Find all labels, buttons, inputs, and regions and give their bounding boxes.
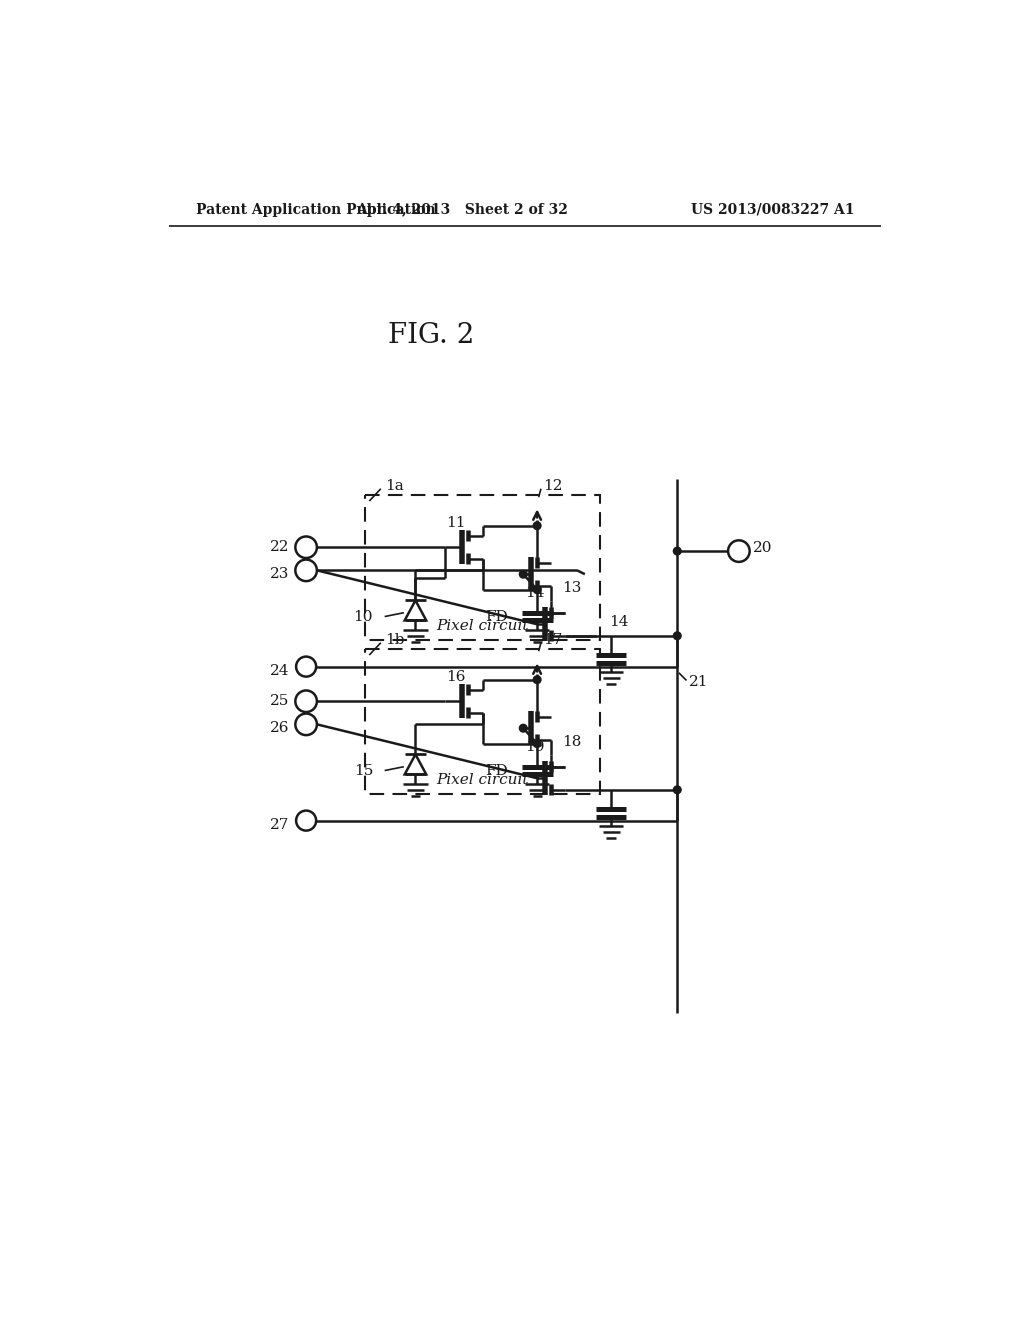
Circle shape — [534, 521, 541, 529]
Text: 11: 11 — [445, 516, 465, 529]
Text: Apr. 4, 2013   Sheet 2 of 32: Apr. 4, 2013 Sheet 2 of 32 — [355, 203, 567, 216]
Text: 14: 14 — [609, 615, 629, 628]
Text: 26: 26 — [269, 721, 289, 735]
Circle shape — [674, 548, 681, 554]
Text: 1b: 1b — [385, 632, 404, 647]
Bar — [366, 649, 600, 793]
Circle shape — [519, 725, 527, 733]
Text: 20: 20 — [753, 541, 772, 554]
Text: 24: 24 — [269, 664, 289, 678]
Text: 19: 19 — [525, 741, 545, 755]
Circle shape — [534, 739, 541, 747]
Bar — [366, 495, 600, 640]
Text: Pixel circuit: Pixel circuit — [436, 619, 528, 632]
Text: 27: 27 — [269, 818, 289, 832]
Text: 16: 16 — [445, 669, 465, 684]
Text: 15: 15 — [353, 763, 373, 777]
Text: 17: 17 — [544, 632, 562, 647]
Text: 25: 25 — [269, 694, 289, 709]
Text: US 2013/0083227 A1: US 2013/0083227 A1 — [691, 203, 854, 216]
Text: Patent Application Publication: Patent Application Publication — [196, 203, 435, 216]
Text: 21: 21 — [689, 675, 709, 689]
Text: FD: FD — [485, 763, 508, 777]
Circle shape — [534, 676, 541, 684]
Text: 12: 12 — [544, 479, 563, 492]
Text: 14: 14 — [525, 586, 545, 601]
Text: 18: 18 — [562, 735, 582, 748]
Text: 10: 10 — [353, 610, 373, 623]
Text: FIG. 2: FIG. 2 — [388, 322, 474, 348]
Text: FD: FD — [485, 610, 508, 623]
Text: 13: 13 — [562, 581, 582, 595]
Circle shape — [519, 570, 527, 578]
Text: Pixel circuit: Pixel circuit — [436, 772, 528, 787]
Circle shape — [674, 632, 681, 640]
Circle shape — [534, 586, 541, 594]
Circle shape — [674, 785, 681, 793]
Text: 1a: 1a — [385, 479, 403, 492]
Text: 22: 22 — [269, 540, 289, 554]
Text: 23: 23 — [269, 568, 289, 581]
